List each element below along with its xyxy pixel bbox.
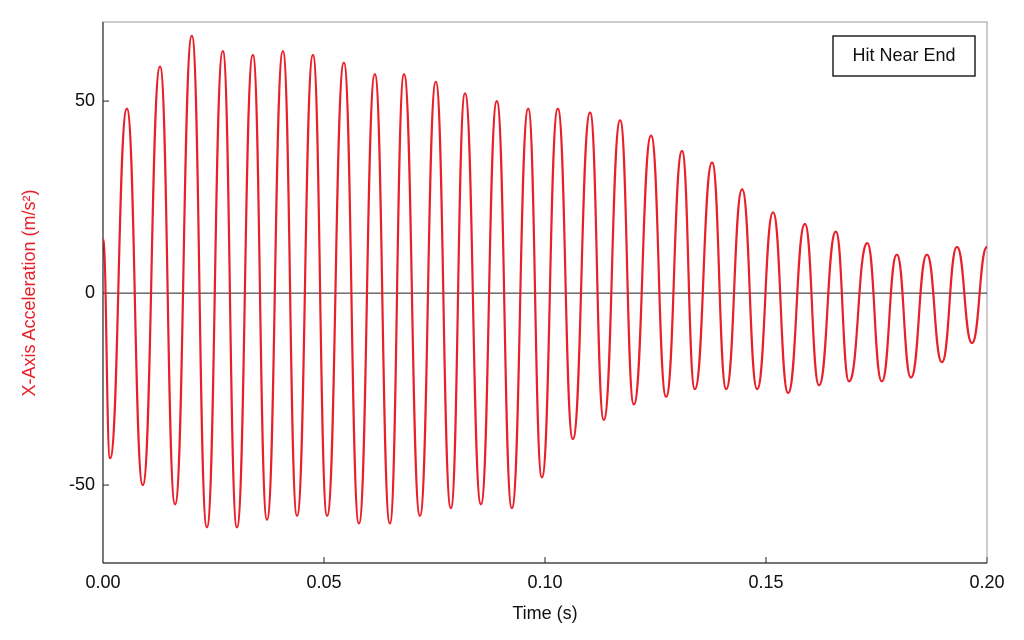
y-tick-label: 50 [75, 90, 95, 110]
x-tick-label: 0.20 [969, 572, 1004, 592]
y-axis-label: X-Axis Acceleration (m/s²) [19, 189, 39, 396]
legend-box [832, 35, 976, 77]
y-tick-label: 0 [85, 282, 95, 302]
x-tick-label: 0.15 [748, 572, 783, 592]
legend-label: Hit Near End [852, 45, 955, 65]
data-line [101, 34, 989, 529]
y-tick-label: -50 [69, 474, 95, 494]
x-tick-label: 0.00 [85, 572, 120, 592]
x-tick-label: 0.10 [527, 572, 562, 592]
x-axis-label: Time (s) [512, 603, 577, 623]
x-tick-label: 0.05 [306, 572, 341, 592]
plot-frame [102, 21, 988, 564]
